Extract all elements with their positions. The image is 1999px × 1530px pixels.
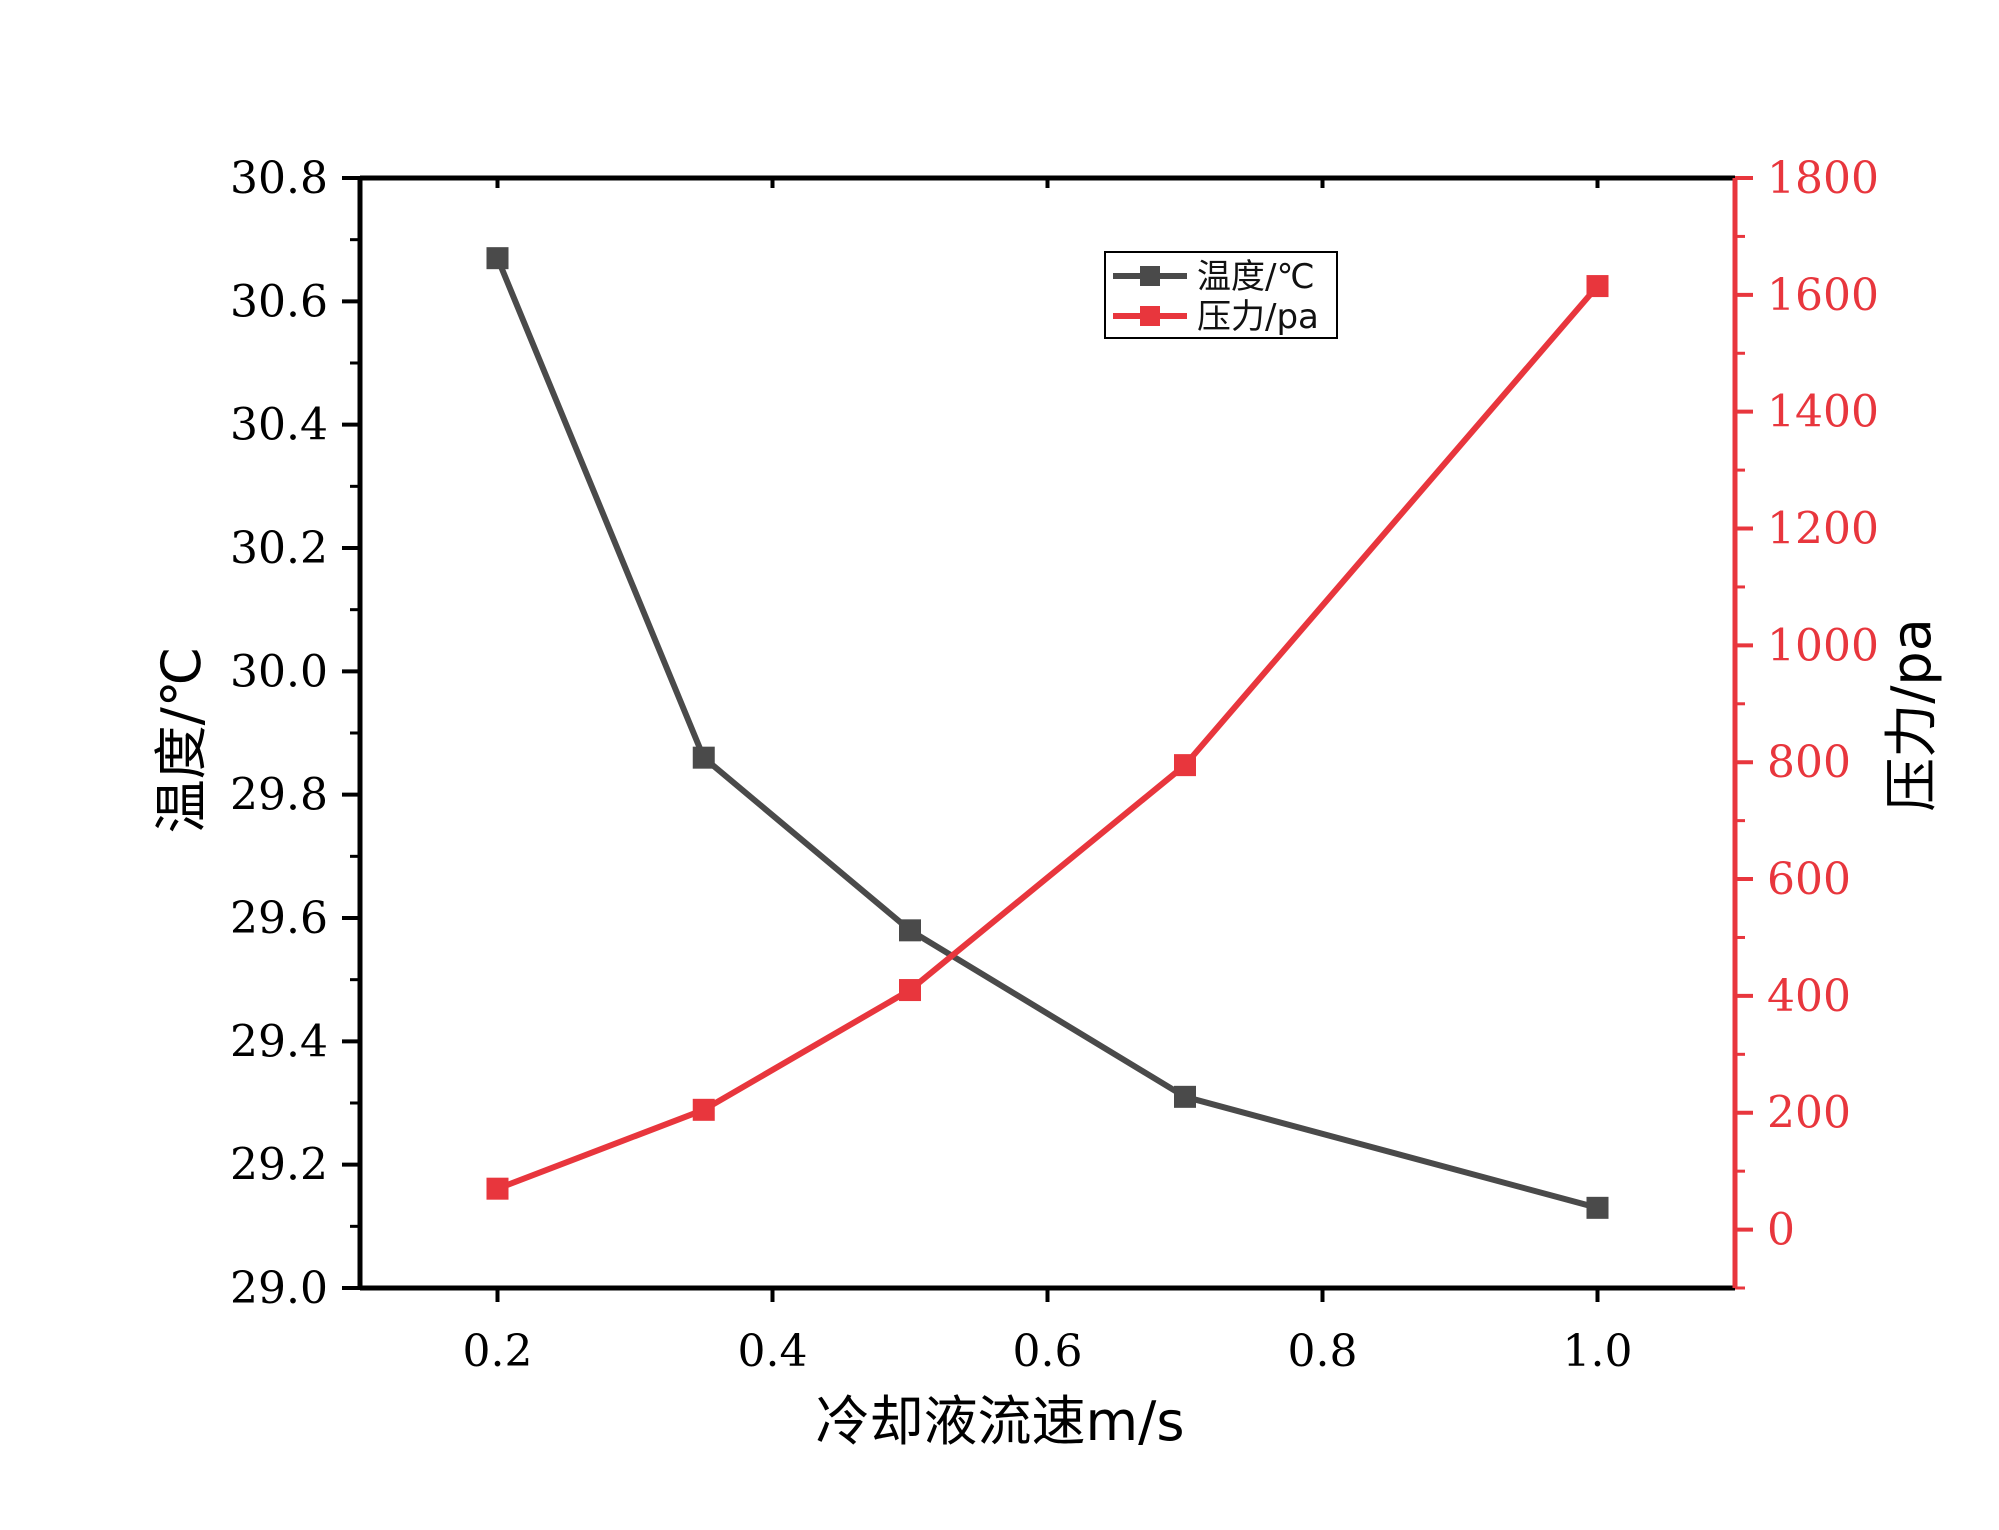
series-line-pressure	[496, 284, 1600, 1192]
y-right-tick-label: 1800	[1767, 153, 1879, 204]
y-right-tick-label: 600	[1767, 854, 1851, 905]
y-axis-left: 29.0 29.2 29.4 29.6 29.8 30.0 30.2 30.4 30.6 30.8	[230, 153, 360, 1314]
legend-swatch-marker	[1140, 266, 1160, 286]
y-right-tick-label: 400	[1767, 971, 1851, 1022]
y-left-tick-label: 29.8	[230, 770, 328, 821]
y-axis-right: 0 200 400 600 800 1000 1200 1400 1600 1800	[1735, 153, 1879, 1290]
y-left-tick-label: 30.0	[230, 646, 328, 697]
x-axis: 0.2 0.4 0.6 0.8 1.0	[463, 178, 1633, 1377]
temperature-point	[1586, 1196, 1609, 1219]
y-left-tick-label: 30.8	[230, 153, 328, 204]
pressure-point	[692, 1098, 715, 1121]
y-right-tick-label: 200	[1767, 1088, 1851, 1139]
temperature-point	[692, 746, 715, 769]
legend-swatch-marker	[1140, 306, 1160, 326]
x-axis-title: 冷却液流速m/s	[816, 1390, 1185, 1453]
legend-label: 压力/pa	[1197, 297, 1319, 337]
y-right-tick-label: 0	[1767, 1205, 1795, 1256]
y-right-tick-label: 800	[1767, 737, 1851, 788]
temperature-point	[899, 919, 921, 942]
pressure-point	[1174, 754, 1196, 777]
y-left-tick-label: 29.6	[230, 893, 328, 944]
y-axis-left-title: 温度/℃	[150, 647, 213, 834]
y-right-tick-label: 1000	[1767, 620, 1879, 671]
temperature-point	[1174, 1085, 1196, 1108]
series-line-temperature	[494, 257, 1599, 1211]
plot-frame	[357, 175, 1738, 1291]
series-layer	[486, 247, 1609, 1219]
x-tick-label: 0.4	[738, 1326, 808, 1377]
pressure-point	[1586, 275, 1609, 298]
y-left-tick-label: 30.2	[230, 523, 328, 574]
x-tick-label: 1.0	[1563, 1326, 1633, 1377]
y-axis-right-title: 压力/pa	[1880, 618, 1943, 812]
legend: 温度/℃压力/pa	[1104, 251, 1338, 339]
y-right-tick-label: 1200	[1767, 504, 1879, 555]
y-left-tick-label: 30.4	[230, 400, 328, 451]
y-left-tick-label: 29.2	[230, 1140, 328, 1191]
x-tick-label: 0.6	[1013, 1326, 1083, 1377]
y-left-tick-label: 29.0	[230, 1263, 328, 1314]
y-left-tick-label: 30.6	[230, 276, 328, 327]
x-tick-label: 0.8	[1288, 1326, 1358, 1377]
y-right-tick-label: 1400	[1767, 387, 1879, 438]
y-right-tick-label: 1600	[1767, 270, 1879, 321]
y-left-tick-label: 29.4	[230, 1016, 328, 1067]
temperature-point	[486, 247, 509, 270]
pressure-point	[899, 979, 921, 1002]
x-tick-label: 0.2	[463, 1326, 533, 1377]
legend-label: 温度/℃	[1197, 257, 1315, 297]
pressure-point	[486, 1177, 509, 1200]
